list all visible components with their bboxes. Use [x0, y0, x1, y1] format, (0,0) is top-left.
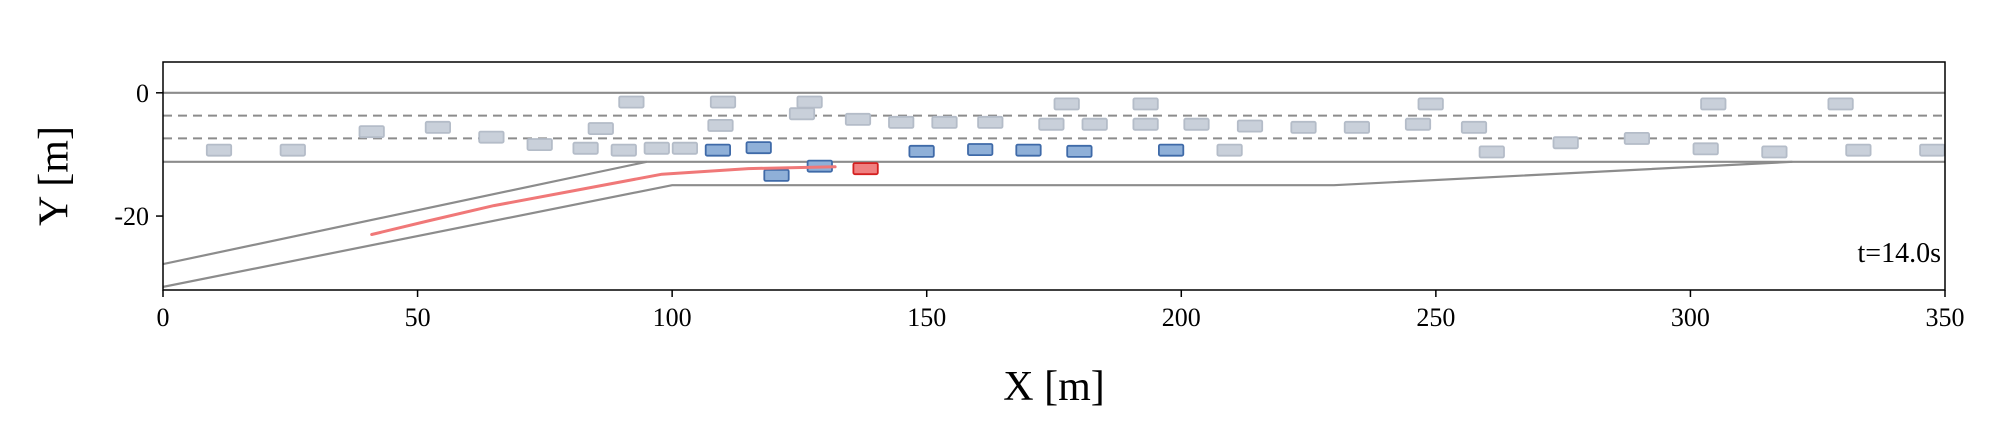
background-vehicle [844, 112, 872, 126]
background-vehicle [888, 115, 915, 129]
plot-frame [162, 61, 1946, 291]
background-vehicle [1038, 117, 1065, 131]
background-vehicle [424, 120, 452, 134]
x-tick-label: 300 [1671, 303, 1710, 332]
background-vehicle [1692, 142, 1719, 156]
x-axis: 0 50 100 150 200 250 300 350 [157, 290, 1965, 332]
background-vehicle [1236, 119, 1264, 133]
background-vehicle [1216, 143, 1243, 157]
background-vehicle [1053, 97, 1080, 111]
background-vehicle [1827, 97, 1854, 111]
y-axis-label: Y [m] [32, 126, 78, 226]
background-vehicle [1343, 120, 1370, 134]
background-vehicle [358, 125, 385, 139]
nearby-vehicle [967, 143, 994, 157]
nearby-vehicle [763, 168, 790, 182]
background-vehicle [205, 143, 233, 157]
plot-area [162, 61, 1946, 291]
x-tick-label: 250 [1416, 303, 1455, 332]
background-vehicle [1081, 117, 1108, 131]
time-annotation: t=14.0s [1858, 238, 1941, 269]
background-vehicle [610, 143, 637, 157]
y-tick-label: -20 [114, 202, 149, 231]
road-edge-2 [163, 160, 647, 266]
background-vehicle [526, 138, 553, 152]
ego-vehicle [852, 162, 879, 176]
nearby-vehicle [1066, 144, 1093, 158]
background-vehicle [1623, 131, 1650, 145]
background-vehicle [1552, 136, 1579, 150]
background-vehicle [618, 95, 645, 109]
background-vehicle [1700, 97, 1727, 111]
y-tick-label: 0 [136, 79, 149, 108]
background-vehicle [977, 115, 1004, 129]
x-tick-label: 350 [1926, 303, 1965, 332]
background-vehicle [1132, 117, 1159, 131]
background-vehicle [1290, 120, 1317, 134]
background-vehicle [1478, 145, 1505, 159]
nearby-vehicle [745, 141, 772, 155]
nearby-vehicle [908, 144, 935, 158]
x-tick-label: 200 [1162, 303, 1201, 332]
x-axis-label: X [m] [1003, 364, 1104, 410]
x-tick-label: 50 [405, 303, 431, 332]
background-vehicle [1417, 97, 1444, 111]
background-vehicle [1460, 120, 1488, 134]
background-vehicle [1404, 117, 1432, 131]
background-vehicle [643, 141, 670, 155]
background-vehicle [587, 122, 614, 136]
background-vehicle [1845, 143, 1872, 157]
background-vehicle [279, 143, 306, 157]
background-vehicle [671, 141, 699, 155]
nearby-vehicle [1015, 143, 1042, 157]
nearby-vehicle [1158, 143, 1185, 157]
x-tick-label: 100 [653, 303, 692, 332]
background-vehicle [1761, 145, 1788, 159]
background-vehicle [1183, 117, 1210, 131]
x-tick-label: 0 [157, 303, 170, 332]
nearby-vehicle [704, 143, 732, 157]
road-edge-3 [163, 160, 1793, 288]
background-vehicle [707, 119, 734, 132]
background-vehicle [931, 115, 958, 129]
background-vehicle [788, 107, 816, 121]
background-vehicle [709, 95, 737, 109]
background-vehicle [572, 141, 599, 155]
background-vehicle [1919, 143, 1945, 157]
ego-trajectory [370, 165, 837, 236]
plot-content [163, 91, 1945, 288]
background-vehicle [1132, 97, 1159, 111]
x-tick-label: 150 [907, 303, 946, 332]
y-axis: 0 -20 [114, 79, 163, 231]
background-vehicle [478, 130, 505, 144]
background-vehicle [796, 95, 823, 109]
